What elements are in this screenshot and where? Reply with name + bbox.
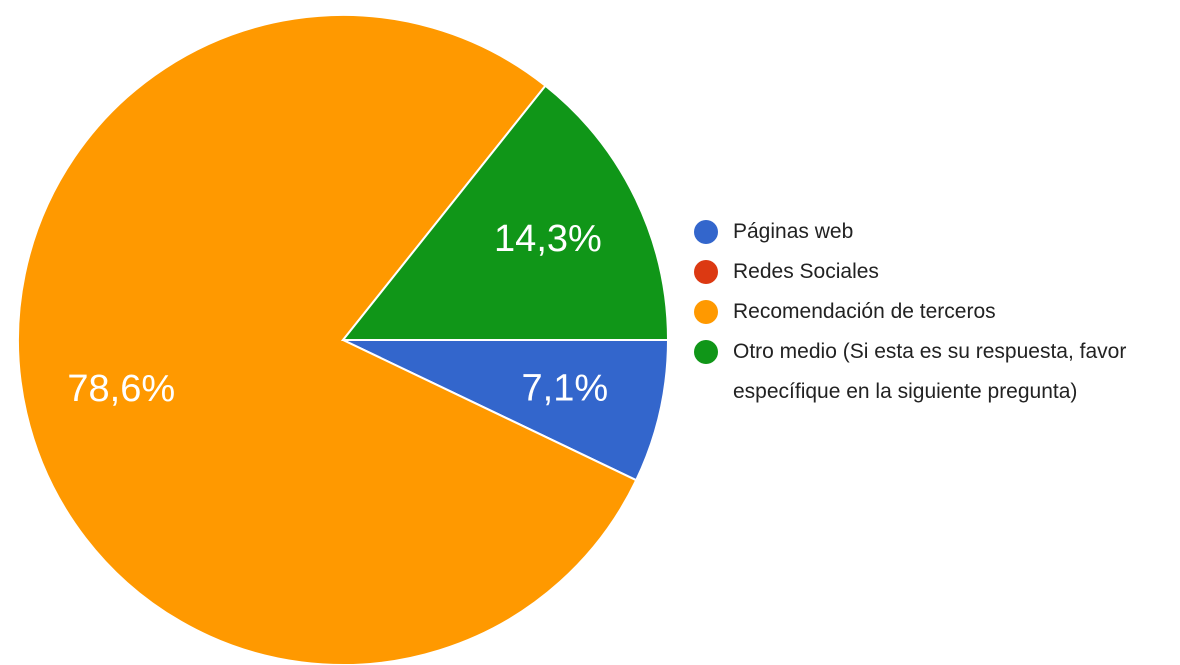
pie-slice bbox=[17, 14, 638, 665]
legend-label: Otro medio (Si esta es su respuesta, fav… bbox=[733, 340, 1127, 403]
pie-slice bbox=[340, 84, 670, 341]
legend-swatch bbox=[694, 340, 718, 364]
legend-item: Recomendación de terceros bbox=[694, 292, 1174, 332]
pie-slice bbox=[342, 339, 670, 482]
legend-swatch bbox=[694, 300, 718, 324]
legend-item: Páginas web bbox=[694, 212, 1174, 252]
slice-label: 14,3% bbox=[494, 218, 602, 260]
legend: Páginas web Redes Sociales Recomendación d… bbox=[694, 212, 1174, 412]
legend-label: Recomendación de terceros bbox=[733, 300, 996, 323]
legend-swatch bbox=[694, 260, 718, 284]
legend-label: Redes Sociales bbox=[733, 260, 879, 283]
legend-swatch bbox=[694, 220, 718, 244]
legend-item: Redes Sociales bbox=[694, 252, 1174, 292]
legend-label: Páginas web bbox=[733, 220, 854, 243]
legend-item: Otro medio (Si esta es su respuesta, fav… bbox=[694, 332, 1174, 412]
slice-label: 7,1% bbox=[522, 367, 609, 409]
slice-label: 78,6% bbox=[67, 368, 175, 410]
